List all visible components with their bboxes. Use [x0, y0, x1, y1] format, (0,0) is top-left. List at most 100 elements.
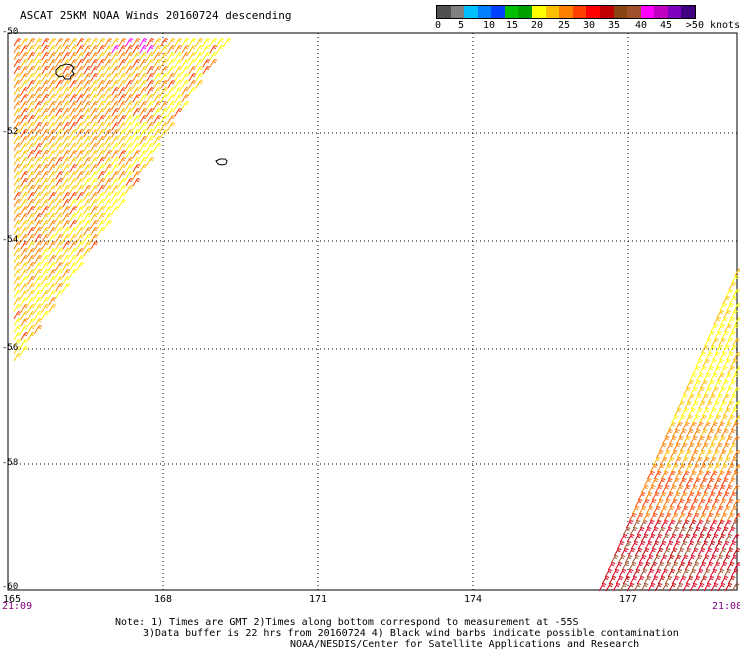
- wind-barb: [48, 185, 57, 194]
- wind-barb: [707, 331, 715, 340]
- legend-swatch: [545, 6, 560, 18]
- wind-barb: [622, 576, 631, 585]
- wind-barb: [671, 415, 679, 424]
- wind-barb: [90, 38, 99, 47]
- wind-barb: [701, 394, 709, 403]
- wind-barb: [48, 304, 57, 313]
- wind-barb: [202, 45, 211, 54]
- wind-barb: [62, 241, 71, 250]
- wind-barb: [27, 234, 36, 243]
- wind-barb: [174, 87, 183, 96]
- wind-barb: [665, 429, 673, 438]
- wind-barb: [731, 534, 740, 543]
- wind-barb: [734, 415, 740, 424]
- wind-barb: [712, 401, 720, 410]
- wind-barb: [725, 338, 733, 347]
- wind-barb: [55, 213, 64, 222]
- wind-barb: [27, 129, 36, 138]
- wind-barb: [713, 478, 722, 487]
- wind-barb: [722, 506, 731, 515]
- wind-barb: [639, 569, 648, 578]
- wind-barb: [701, 443, 709, 452]
- wind-barb: [139, 94, 148, 103]
- wind-barb: [731, 485, 740, 494]
- wind-barb: [83, 248, 92, 257]
- wind-barb: [83, 108, 92, 117]
- wind-barb: [160, 129, 169, 138]
- wind-barb: [677, 513, 686, 522]
- wind-barb: [69, 213, 78, 222]
- wind-barb: [696, 534, 705, 543]
- wind-barb: [27, 150, 36, 159]
- wind-barb: [20, 108, 29, 117]
- wind-barb: [707, 541, 716, 550]
- wind-barb: [20, 129, 29, 138]
- wind-barb: [216, 45, 225, 54]
- wind-barb: [27, 248, 36, 257]
- wind-barb: [693, 541, 702, 550]
- wind-barb: [686, 492, 695, 501]
- wind-barb: [90, 213, 99, 222]
- wind-barb: [690, 548, 699, 557]
- wind-barb: [691, 562, 700, 571]
- wind-barb: [676, 499, 685, 508]
- wind-barb: [20, 45, 29, 54]
- wind-barb: [707, 492, 716, 501]
- wind-barb: [13, 332, 22, 341]
- wind-barb: [76, 101, 85, 110]
- wind-barb: [62, 136, 71, 145]
- wind-barb: [13, 346, 22, 355]
- wind-barb: [668, 422, 676, 431]
- wind-barb: [69, 199, 78, 208]
- wind-barb: [684, 450, 692, 459]
- wind-barb: [132, 38, 141, 47]
- wind-barb: [20, 122, 29, 131]
- wind-barb: [97, 80, 106, 89]
- wind-barb: [692, 576, 701, 585]
- wind-barb: [20, 171, 29, 180]
- wind-barb: [720, 576, 729, 585]
- wind-barb: [705, 562, 714, 571]
- wind-barb: [48, 199, 57, 208]
- wind-barb: [188, 87, 197, 96]
- wind-barb: [209, 45, 218, 54]
- wind-barb: [670, 450, 678, 459]
- wind-barb: [27, 94, 36, 103]
- wind-barb: [41, 304, 50, 313]
- wind-barb: [125, 115, 134, 124]
- wind-barb: [90, 52, 99, 61]
- wind-barb: [675, 534, 684, 543]
- wind-barb: [174, 94, 183, 103]
- wind-barb: [13, 213, 22, 222]
- wind-barb: [688, 471, 697, 480]
- wind-barb: [663, 562, 672, 571]
- wind-barb: [153, 101, 162, 110]
- wind-barb: [653, 569, 662, 578]
- wind-barb: [13, 59, 22, 68]
- wind-barb: [146, 59, 155, 68]
- wind-barb: [671, 527, 680, 536]
- wind-barb: [731, 583, 740, 592]
- wind-barb: [62, 255, 71, 264]
- wind-barb: [111, 143, 120, 152]
- wind-barb: [718, 499, 727, 508]
- wind-barb: [674, 408, 682, 417]
- wind-barb: [223, 38, 232, 47]
- wind-barb: [645, 555, 654, 564]
- wind-barb: [13, 185, 22, 194]
- wind-barb: [681, 408, 689, 417]
- wind-barb: [675, 583, 684, 592]
- wind-barb: [48, 66, 57, 75]
- wind-barb: [160, 101, 169, 110]
- wind-barb: [708, 345, 716, 354]
- wind-barb: [111, 199, 120, 208]
- wind-barb: [55, 143, 64, 152]
- wind-barb: [711, 436, 719, 445]
- wind-barb: [62, 178, 71, 187]
- wind-barb: [686, 429, 694, 438]
- wind-barb: [620, 548, 629, 557]
- wind-barb: [656, 450, 664, 459]
- wind-barb: [34, 234, 43, 243]
- wind-barb: [704, 499, 713, 508]
- wind-barb: [118, 87, 127, 96]
